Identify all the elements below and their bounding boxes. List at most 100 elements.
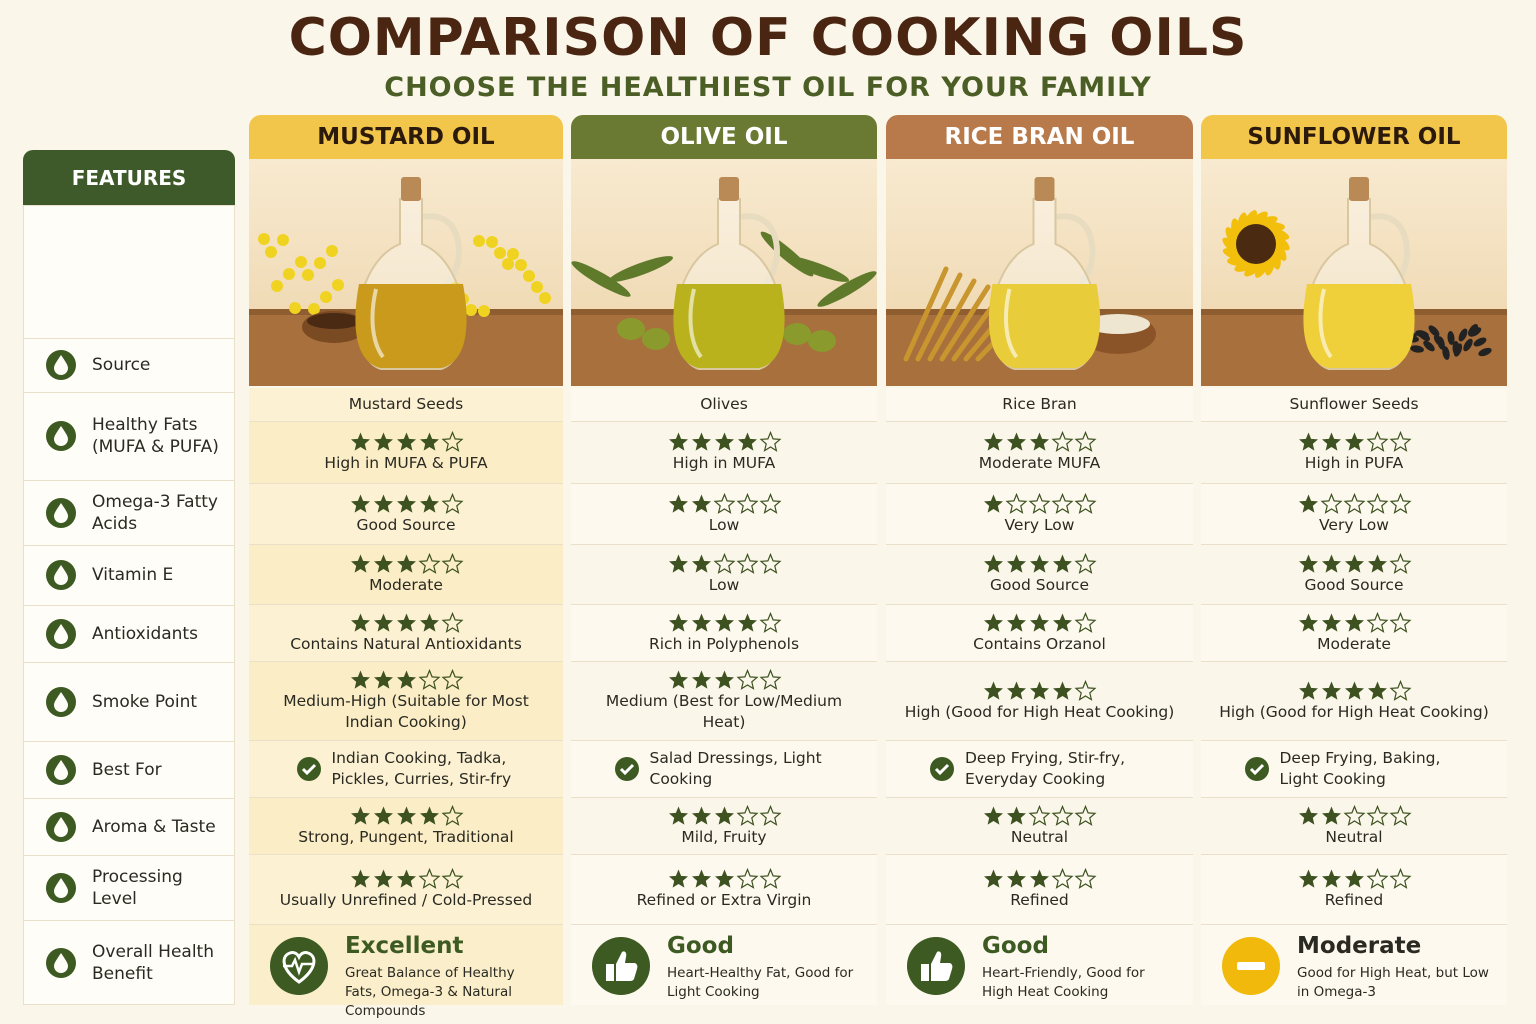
flower <box>289 302 301 314</box>
star <box>1389 804 1411 826</box>
cell: Contains Natural Antioxidants <box>249 605 563 662</box>
star-rating <box>1298 492 1411 514</box>
flower <box>302 269 314 281</box>
star <box>1298 681 1318 700</box>
star <box>736 804 758 826</box>
star <box>1344 681 1364 700</box>
cell: High (Good for High Heat Cooking) <box>886 662 1193 741</box>
cell: Deep Frying, Baking, Light Cooking <box>1201 741 1507 798</box>
cell-text: Good Source <box>356 515 456 534</box>
star <box>691 494 711 513</box>
verdict-note: Great Balance of Healthy Fats, Omega-3 &… <box>345 965 515 1019</box>
cell: Low <box>571 545 877 605</box>
cell-text: Refined <box>1324 891 1384 909</box>
star <box>1051 431 1074 452</box>
star <box>1007 869 1026 888</box>
cell: Neutral <box>886 798 1193 855</box>
star <box>1366 611 1388 633</box>
verdict-note: Heart-Healthy Fat, Good for Light Cookin… <box>667 965 854 1000</box>
cell: Indian Cooking, Tadka, Pickles, Curries,… <box>249 741 563 798</box>
check-mark <box>934 763 950 776</box>
star <box>441 611 463 633</box>
cell: Medium-High (Suitable for Most Indian Co… <box>249 662 563 741</box>
seed <box>1423 340 1435 352</box>
star <box>1344 554 1364 573</box>
feature-row <box>23 741 235 798</box>
flower <box>271 280 283 292</box>
star-rating <box>1298 553 1411 574</box>
features-header: FEATURES <box>23 150 235 206</box>
star-rating <box>1298 611 1411 633</box>
icon-drop <box>54 952 68 973</box>
star <box>350 432 370 451</box>
feature-icon <box>46 497 76 528</box>
cell-text: Very Low <box>1319 515 1389 534</box>
cell-text: Good Source <box>1304 576 1404 594</box>
feature-label: Vitamin E <box>92 565 174 585</box>
flower <box>295 256 307 268</box>
cell-text: Low <box>708 515 740 534</box>
flower <box>507 248 519 260</box>
star <box>1321 613 1341 632</box>
cell-text: Rice Bran <box>1002 395 1077 413</box>
thumb <box>931 951 953 981</box>
star <box>373 613 393 632</box>
flower <box>332 279 344 291</box>
cell-text: Contains Orzanol <box>973 634 1106 653</box>
star <box>668 554 688 573</box>
star <box>1074 868 1097 889</box>
cell-text: Refined <box>1010 891 1069 909</box>
star <box>1051 492 1074 514</box>
star <box>984 494 1003 513</box>
star-rating <box>350 611 463 633</box>
cell-text: High in MUFA <box>672 454 776 472</box>
cell-text: Indian Cooking, Tadka, Pickles, Curries,… <box>331 749 512 788</box>
feature-row <box>23 920 235 1005</box>
star <box>1028 804 1051 826</box>
star <box>1074 431 1097 452</box>
verdict-icon <box>592 937 650 995</box>
star <box>984 554 1003 573</box>
verdict-note: Heart-Friendly, Good for High Heat Cooki… <box>982 965 1145 1000</box>
verdict-circle <box>270 937 328 995</box>
star <box>1007 681 1026 700</box>
cell: Mild, Fruity <box>571 798 877 855</box>
verdict-icon <box>1222 937 1280 995</box>
cell: Very Low <box>1201 484 1507 545</box>
cell: Very Low <box>886 484 1193 545</box>
cell-text: Low <box>708 576 740 594</box>
star <box>1298 432 1318 451</box>
feature-row <box>23 545 235 605</box>
seed <box>1473 337 1487 347</box>
highlight <box>1003 288 1019 359</box>
column-header: MUSTARD OIL <box>249 115 563 159</box>
seeds <box>307 313 361 329</box>
check-icon <box>930 757 954 781</box>
feature-label: Overall Health Benefit <box>92 941 214 984</box>
cork <box>1034 177 1055 201</box>
feature-label: Aroma & Taste <box>92 816 216 837</box>
feature-row <box>23 605 235 662</box>
flower <box>494 247 506 259</box>
star <box>350 869 370 888</box>
star <box>1321 681 1341 700</box>
feature-row <box>23 798 235 855</box>
feature-icon <box>46 947 76 978</box>
feature-icon <box>46 872 76 903</box>
feature-icon <box>46 560 76 590</box>
flower <box>502 258 514 270</box>
highlight <box>370 288 385 359</box>
star <box>691 613 711 632</box>
cell: Olives <box>571 388 877 422</box>
star <box>396 806 416 825</box>
cell-text: Sunflower Seeds <box>1289 395 1419 413</box>
cork <box>401 177 421 201</box>
feature-icon <box>46 686 76 717</box>
star <box>691 670 711 689</box>
star-rating <box>350 431 463 452</box>
leaf <box>608 256 674 282</box>
star <box>1030 613 1049 632</box>
star <box>396 613 416 632</box>
star <box>1074 611 1097 633</box>
